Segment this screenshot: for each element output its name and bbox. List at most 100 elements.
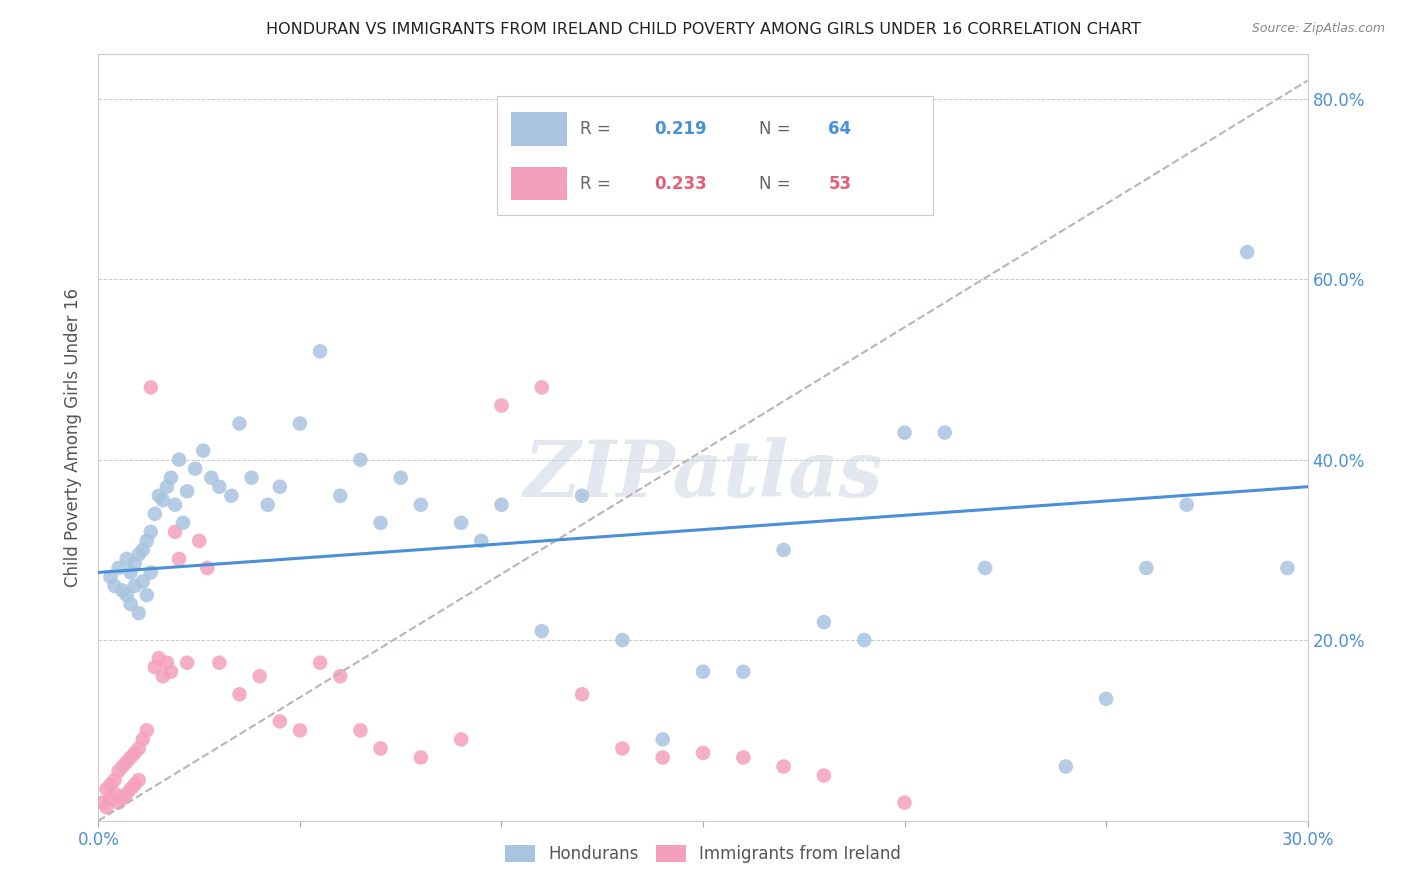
Point bbox=[96, 782, 118, 797]
Point bbox=[100, 791, 122, 805]
Point bbox=[156, 480, 179, 494]
Point bbox=[160, 665, 183, 679]
Point bbox=[124, 746, 146, 760]
Point bbox=[409, 750, 432, 764]
Point bbox=[733, 750, 755, 764]
Point bbox=[1277, 561, 1299, 575]
Point bbox=[813, 768, 835, 782]
Point bbox=[571, 687, 593, 701]
Point bbox=[111, 791, 134, 805]
Point bbox=[733, 665, 755, 679]
Point bbox=[115, 755, 138, 769]
Point bbox=[208, 656, 231, 670]
Point bbox=[530, 380, 553, 394]
Point bbox=[772, 759, 794, 773]
Point bbox=[120, 566, 142, 580]
Point bbox=[256, 498, 278, 512]
Point bbox=[893, 425, 915, 440]
Point bbox=[135, 533, 157, 548]
Point bbox=[249, 669, 271, 683]
Point bbox=[163, 498, 186, 512]
Point bbox=[139, 566, 162, 580]
Point bbox=[156, 656, 179, 670]
Point bbox=[115, 787, 138, 801]
Point bbox=[132, 542, 155, 557]
Text: Source: ZipAtlas.com: Source: ZipAtlas.com bbox=[1251, 22, 1385, 36]
Point bbox=[128, 772, 150, 787]
Point bbox=[1095, 691, 1118, 706]
Point bbox=[288, 417, 311, 431]
Point bbox=[167, 552, 190, 566]
Point bbox=[132, 574, 155, 589]
Point bbox=[692, 746, 714, 760]
Point bbox=[974, 561, 997, 575]
Point bbox=[329, 489, 352, 503]
Point bbox=[651, 750, 673, 764]
Point bbox=[309, 344, 332, 359]
Point bbox=[491, 498, 513, 512]
Point bbox=[143, 660, 166, 674]
Point bbox=[176, 484, 198, 499]
Point bbox=[269, 714, 291, 729]
Point bbox=[200, 471, 222, 485]
Point bbox=[100, 778, 122, 792]
Point bbox=[813, 615, 835, 629]
Point bbox=[288, 723, 311, 738]
Point bbox=[139, 380, 162, 394]
Point bbox=[111, 759, 134, 773]
Point bbox=[370, 516, 392, 530]
Point bbox=[193, 443, 215, 458]
Point bbox=[309, 656, 332, 670]
Point bbox=[571, 489, 593, 503]
Point bbox=[470, 533, 492, 548]
Point bbox=[450, 732, 472, 747]
Point bbox=[152, 493, 174, 508]
Point bbox=[651, 732, 673, 747]
Point bbox=[853, 633, 876, 648]
Point bbox=[91, 796, 114, 810]
Point bbox=[107, 561, 129, 575]
Point bbox=[120, 750, 142, 764]
Point bbox=[389, 471, 412, 485]
Point bbox=[1175, 498, 1198, 512]
Point bbox=[221, 489, 243, 503]
Point bbox=[120, 597, 142, 611]
Point bbox=[103, 579, 125, 593]
Point bbox=[269, 480, 291, 494]
Point bbox=[103, 772, 125, 787]
Point bbox=[228, 687, 250, 701]
Point bbox=[228, 417, 250, 431]
Text: ZIPatlas: ZIPatlas bbox=[523, 437, 883, 514]
Point bbox=[349, 452, 371, 467]
Point bbox=[772, 542, 794, 557]
Point bbox=[409, 498, 432, 512]
Point bbox=[128, 548, 150, 562]
Point bbox=[163, 524, 186, 539]
Point bbox=[167, 452, 190, 467]
Point bbox=[148, 651, 170, 665]
Point bbox=[160, 471, 183, 485]
Point bbox=[103, 787, 125, 801]
Point bbox=[139, 524, 162, 539]
Point bbox=[128, 741, 150, 756]
Point bbox=[115, 588, 138, 602]
Point bbox=[124, 579, 146, 593]
Point bbox=[491, 399, 513, 413]
Point bbox=[329, 669, 352, 683]
Legend: Hondurans, Immigrants from Ireland: Hondurans, Immigrants from Ireland bbox=[499, 838, 907, 870]
Point bbox=[692, 665, 714, 679]
Point bbox=[100, 570, 122, 584]
Point bbox=[208, 480, 231, 494]
Text: HONDURAN VS IMMIGRANTS FROM IRELAND CHILD POVERTY AMONG GIRLS UNDER 16 CORRELATI: HONDURAN VS IMMIGRANTS FROM IRELAND CHIL… bbox=[266, 22, 1140, 37]
Point bbox=[934, 425, 956, 440]
Point bbox=[184, 461, 207, 475]
Point bbox=[115, 552, 138, 566]
Point bbox=[135, 723, 157, 738]
Point bbox=[450, 516, 472, 530]
Y-axis label: Child Poverty Among Girls Under 16: Child Poverty Among Girls Under 16 bbox=[65, 287, 83, 587]
Point bbox=[172, 516, 194, 530]
Point bbox=[1236, 245, 1258, 260]
Point bbox=[111, 583, 134, 598]
Point bbox=[349, 723, 371, 738]
Point bbox=[612, 741, 634, 756]
